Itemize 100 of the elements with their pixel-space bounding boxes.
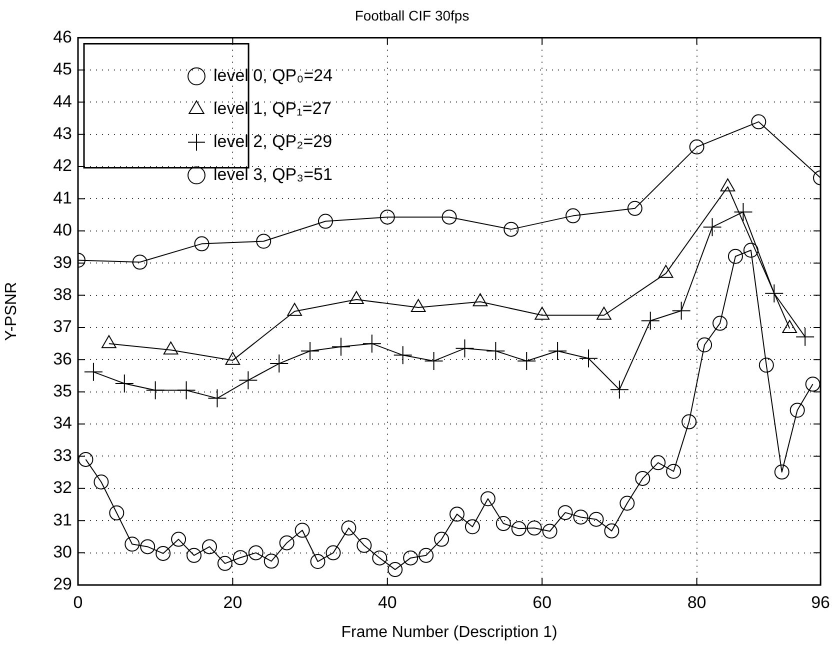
point [238,370,258,390]
point [362,334,382,354]
y-tick-label: 34 [53,414,72,433]
point [604,523,620,538]
legend-label: level 1, QP₁=27 [214,98,332,118]
legend-label: level 0, QP₀=24 [214,66,333,85]
y-axis-title: Y-PSNR [3,282,20,341]
point [689,139,704,154]
point [620,496,635,511]
point [208,388,227,408]
point [480,491,496,506]
point [84,362,103,382]
point [270,354,289,374]
point [486,341,506,360]
point [682,414,697,430]
point [114,374,134,393]
point [78,452,94,467]
point [526,520,542,536]
point [511,521,526,536]
x-axis-title: Frame Number (Description 1) [341,624,558,641]
y-tick-label: 39 [53,252,72,272]
point [450,506,465,522]
y-tick-label: 35 [53,382,72,401]
point [326,545,341,560]
y-tick-label: 32 [53,478,72,498]
point [702,218,722,237]
point [109,505,124,520]
point [176,380,196,400]
point [796,327,815,346]
point [455,338,474,358]
point [124,536,140,552]
y-tick-label: 44 [53,92,72,111]
point [627,200,642,216]
point [548,341,568,360]
x-tick-label: 80 [687,592,706,612]
point [140,539,156,554]
point [171,532,186,547]
y-tick-label: 38 [53,284,72,304]
x-tick-label: 0 [73,592,83,612]
y-tick-label: 29 [53,574,72,594]
point [650,455,666,470]
point [672,301,691,320]
x-tick-label: 60 [532,592,552,612]
point [566,208,581,224]
chart-title: Football CIF 30fps [354,7,470,24]
point [331,337,350,356]
y-tick-label: 36 [53,349,72,368]
point [743,242,758,258]
point [372,550,388,566]
point [232,550,248,566]
point [94,474,109,490]
y-tick-label: 42 [53,156,72,176]
x-tick-label: 20 [223,592,242,612]
point [579,348,598,368]
point [356,538,372,553]
point [496,516,511,532]
point [517,351,536,370]
point [424,351,444,370]
point [294,522,310,538]
y-tick-label: 30 [53,542,72,562]
point [464,519,480,534]
point [380,210,395,225]
point [758,358,774,373]
point [403,550,418,566]
y-tick-label: 45 [53,60,72,79]
point [790,402,805,418]
legend-label: level 3, QP₃=51 [214,164,332,184]
point [635,470,650,486]
point [805,376,820,392]
point [640,311,660,330]
point [393,346,412,365]
y-tick-label: 40 [53,220,72,240]
point [558,505,573,520]
point [588,512,604,527]
point [300,341,320,360]
point [434,532,450,547]
point [610,380,629,400]
y-tick-label: 41 [53,188,72,208]
point [194,236,210,252]
point [318,214,334,229]
point [248,545,264,560]
y-tick-label: 31 [53,510,72,530]
y-tick-label: 33 [53,446,72,465]
point [573,510,588,525]
point [310,554,326,570]
point [132,254,148,270]
point [156,546,171,561]
point [734,202,753,222]
point [418,548,434,563]
point [217,556,232,571]
point [186,548,202,563]
point [146,380,165,400]
point [388,562,403,578]
point [256,234,272,249]
x-tick-label: 96 [811,592,830,612]
x-tick-label: 40 [378,592,397,612]
y-tick-label: 46 [53,27,72,46]
point [504,222,519,237]
point [774,464,790,480]
point [341,520,356,536]
